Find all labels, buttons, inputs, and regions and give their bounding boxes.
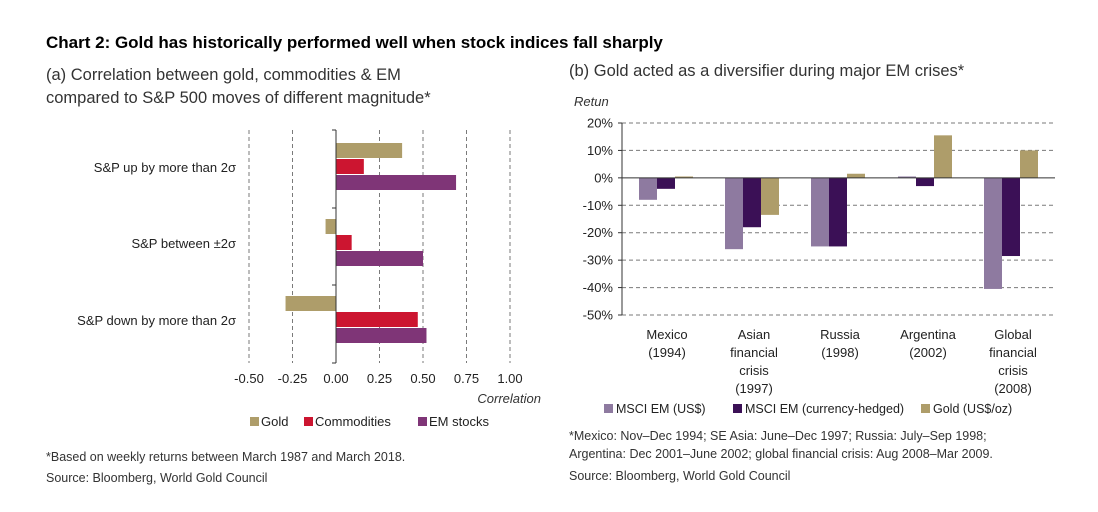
legend-label: MSCI EM (US$) [616,402,706,416]
y-tick-label: -50% [583,308,614,323]
legend-swatch [921,404,930,413]
legend-label: EM stocks [429,414,489,429]
x-tick-label: -0.25 [278,371,308,386]
bar-gold-usd-oz [761,177,779,215]
legend-label: Gold [261,414,288,429]
bar-msci-em-hedged [743,177,761,228]
left-chart-subtitle-line1: (a) Correlation between gold, commoditie… [46,66,401,84]
category-label: Russia [820,327,861,342]
x-tick-label: 0.00 [323,371,348,386]
category-label: crisis [998,363,1028,378]
bar-msci-em-hedged [1002,177,1020,257]
legend-swatch [304,417,313,426]
bar-msci-em-usd [984,177,1002,289]
chart-title: Chart 2: Gold has historically performed… [46,33,663,52]
y-tick-label: -40% [583,280,614,295]
bar-em-stocks [336,251,423,266]
legend-label: MSCI EM (currency-hedged) [745,402,904,416]
x-tick-label: 0.25 [367,371,392,386]
category-label: financial [730,345,778,360]
category-label: (1998) [821,345,859,360]
category-label: crisis [739,363,769,378]
bar-gold [336,143,403,158]
category-label: (1997) [735,381,773,396]
category-label: (1994) [648,345,686,360]
category-label: Asian [738,327,771,342]
bar-msci-em-usd [639,177,657,200]
legend-label: Commodities [315,414,391,429]
right-crisis-returns-chart: Retun 20% 10% 0% -10% -20% -30% -40% -50% Mexico (… [574,94,1055,416]
legend-swatch [418,417,427,426]
right-chart-subtitle: (b) Gold acted as a diversifier during m… [569,62,965,80]
left-correlation-chart: S&P up by more than 2σ S&P between ±2σ S&P… [77,129,541,429]
right-source: Source: Bloomberg, World Gold Council [569,469,791,483]
bar-gold [325,219,336,234]
bar-msci-em-hedged [829,177,847,247]
legend-label: Gold (US$/oz) [933,402,1012,416]
x-tick-label: -0.50 [234,371,264,386]
bar-gold-usd-oz [1020,150,1038,178]
bar-msci-em-usd [725,177,743,250]
bar-msci-em-hedged [916,177,934,187]
y-tick-label: 20% [587,116,613,131]
bar-commodities [336,235,352,250]
category-label: S&P between ±2σ [131,236,236,251]
legend-swatch [250,417,259,426]
category-label: Mexico [646,327,687,342]
x-axis-label: Correlation [477,391,541,406]
bar-msci-em-usd [811,177,829,247]
legend-swatch [733,404,742,413]
y-tick-label: 10% [587,143,613,158]
category-label: S&P up by more than 2σ [94,160,236,175]
bar-commodities [336,159,364,174]
category-label: S&P down by more than 2σ [77,313,236,328]
y-tick-label: 0% [594,170,613,185]
y-axis-label: Retun [574,94,609,109]
bar-msci-em-hedged [657,177,675,189]
right-footnote-line1: *Mexico: Nov–Dec 1994; SE Asia: June–Dec… [569,429,987,443]
category-label: (2002) [909,345,947,360]
category-label: (2008) [994,381,1032,396]
x-tick-label: 0.50 [410,371,435,386]
x-tick-label: 0.75 [454,371,479,386]
bar-msci-em-usd [898,176,916,178]
bar-commodities [336,312,418,327]
bar-gold-usd-oz [934,135,952,178]
y-tick-label: -30% [583,253,614,268]
y-tick-label: -10% [583,198,614,213]
legend-swatch [604,404,613,413]
left-chart-subtitle-line2: compared to S&P 500 moves of different m… [46,89,431,107]
bar-gold-usd-oz [847,173,865,178]
category-label: Global [994,327,1032,342]
category-label: financial [989,345,1037,360]
right-footnote-line2: Argentina: Dec 2001–June 2002; global fi… [569,447,993,461]
category-label: Argentina [900,327,956,342]
y-tick-label: -20% [583,225,614,240]
bar-gold [285,296,336,311]
bar-em-stocks [336,175,457,190]
left-footnote: *Based on weekly returns between March 1… [46,450,406,464]
x-tick-label: 1.00 [497,371,522,386]
bar-em-stocks [336,328,427,343]
left-source: Source: Bloomberg, World Gold Council [46,471,268,485]
bar-gold-usd-oz [675,176,693,178]
